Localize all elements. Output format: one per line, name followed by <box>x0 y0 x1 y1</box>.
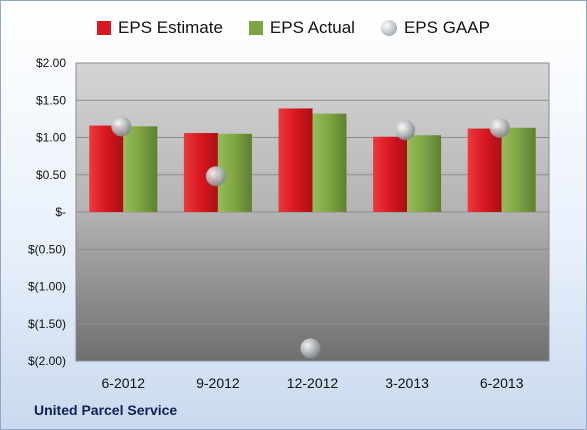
y-tick-label: $0.50 <box>36 168 66 182</box>
point-eps-gaap <box>489 117 510 138</box>
y-tick-label: $1.50 <box>36 93 66 107</box>
x-tick-label: 3-2013 <box>385 375 429 391</box>
x-tick-label: 12-2012 <box>287 375 339 391</box>
y-tick-label: $(1.50) <box>28 317 66 331</box>
bar-eps-estimate <box>467 128 502 212</box>
x-tick-label: 6-2012 <box>102 375 146 391</box>
legend-swatch-actual <box>248 21 263 35</box>
y-tick-label: $(2.00) <box>28 354 66 368</box>
bar-eps-estimate <box>373 136 408 212</box>
point-eps-gaap <box>111 116 132 137</box>
legend: EPS Estimate EPS Actual EPS GAAP <box>1 18 586 38</box>
bar-eps-actual <box>407 135 442 212</box>
bar-eps-estimate <box>89 125 124 212</box>
x-tick-label: 9-2012 <box>196 375 240 391</box>
legend-label-gaap: EPS GAAP <box>403 18 490 37</box>
point-eps-gaap <box>395 120 416 141</box>
legend-item-estimate: EPS Estimate <box>97 18 223 38</box>
legend-item-gaap: EPS GAAP <box>380 18 490 38</box>
y-tick-label: $- <box>55 205 66 219</box>
bar-eps-actual <box>123 126 158 212</box>
company-name: United Parcel Service <box>34 402 178 418</box>
legend-item-actual: EPS Actual <box>248 18 355 38</box>
bar-eps-estimate <box>278 108 313 212</box>
legend-swatch-gaap <box>380 20 397 36</box>
bar-eps-actual <box>312 113 347 212</box>
y-tick-label: $(1.00) <box>28 280 66 294</box>
bar-eps-actual <box>501 127 536 212</box>
x-tick-label: 6-2013 <box>480 375 524 391</box>
legend-label-actual: EPS Actual <box>269 18 355 37</box>
legend-swatch-estimate <box>97 21 112 35</box>
point-eps-gaap <box>300 338 321 359</box>
y-tick-label: $1.00 <box>36 131 66 145</box>
y-tick-label: $(0.50) <box>28 242 66 256</box>
legend-label-estimate: EPS Estimate <box>118 18 223 37</box>
y-tick-label: $2.00 <box>36 56 66 70</box>
point-eps-gaap <box>205 166 226 187</box>
